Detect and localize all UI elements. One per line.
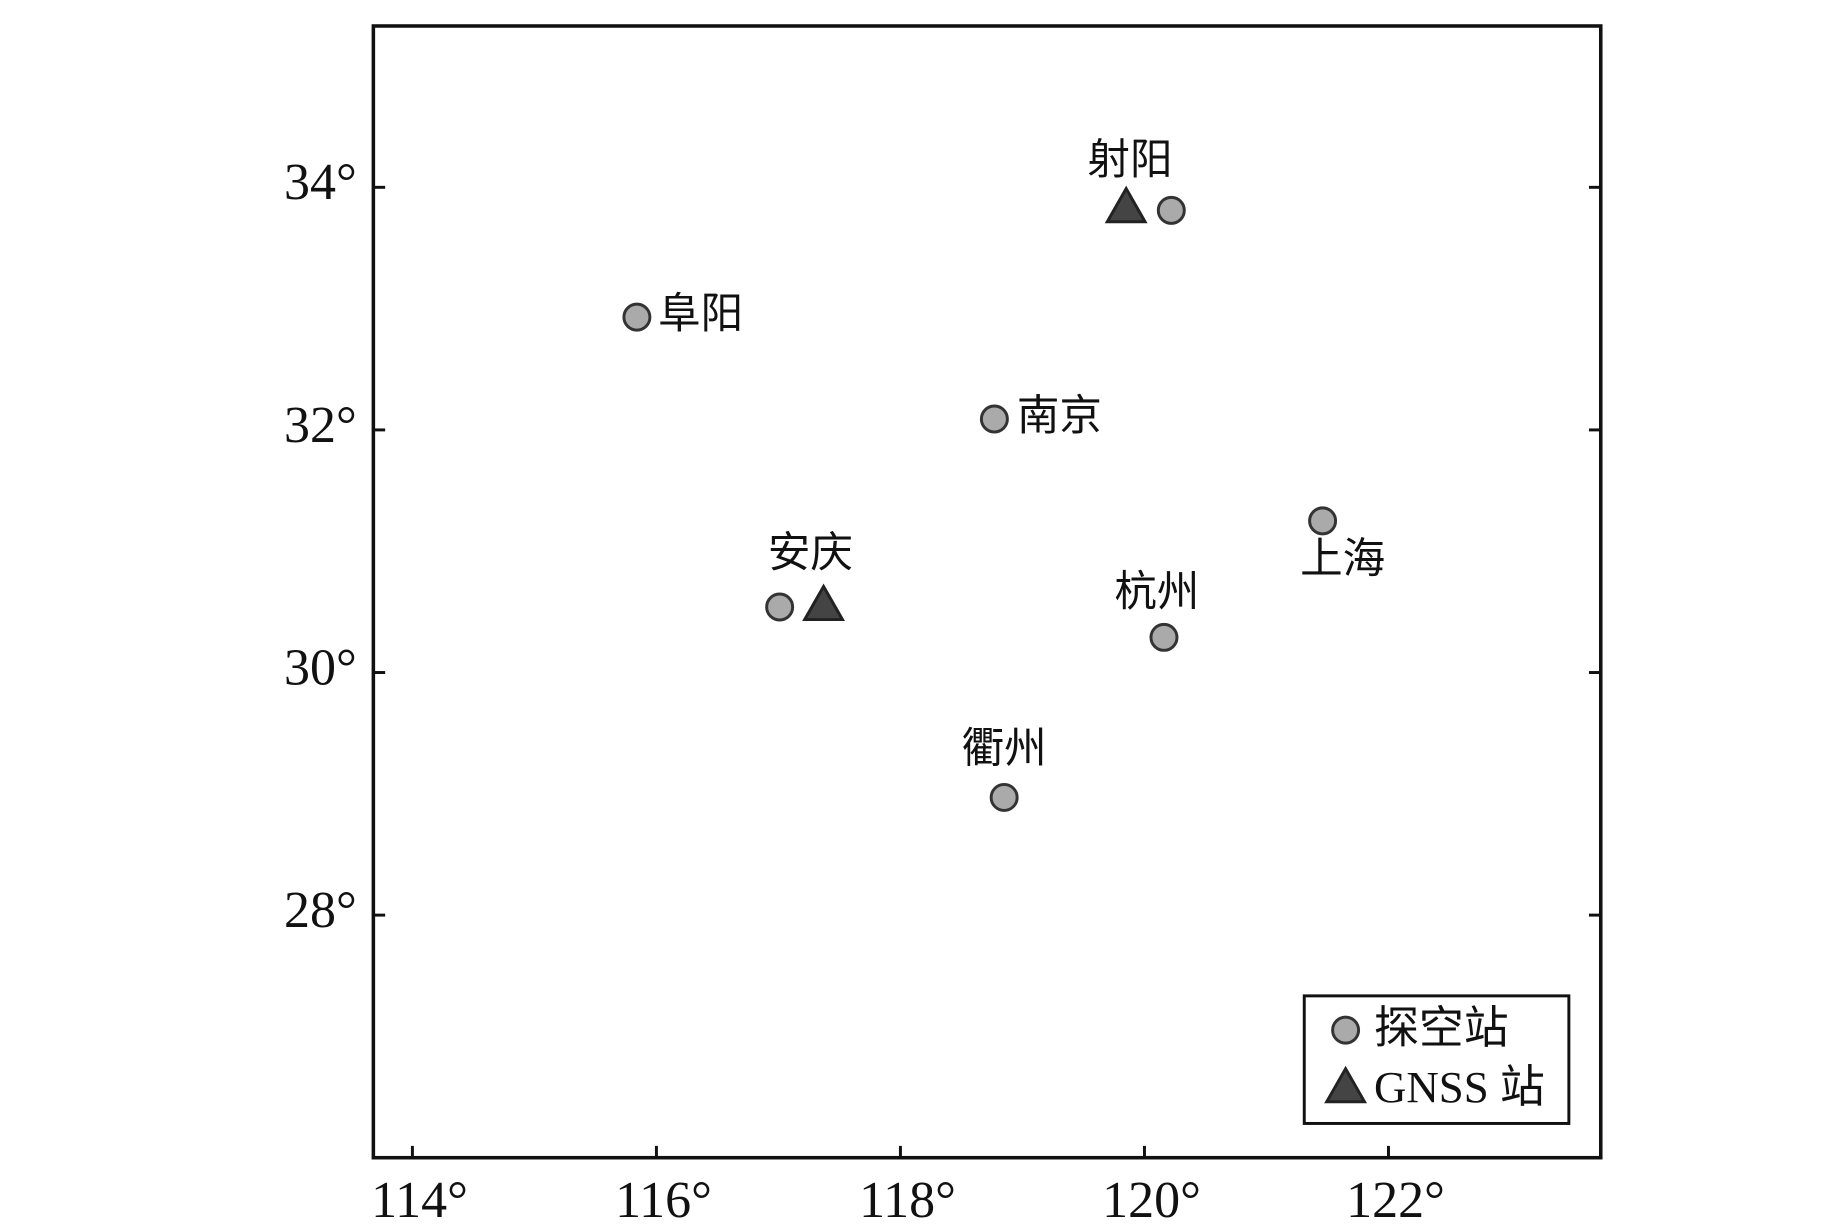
x-tick-label: 120° <box>1102 1172 1201 1228</box>
station-circle <box>979 404 1009 434</box>
station-triangle <box>802 583 846 622</box>
station-circle <box>1156 195 1186 225</box>
station-label: 射阳 <box>1087 137 1172 184</box>
x-tick-label: 118° <box>859 1172 956 1228</box>
legend-label: GNSS 站 <box>1374 1062 1545 1112</box>
station-circle <box>765 592 795 622</box>
station-label: 衢州 <box>962 725 1047 772</box>
station-circle <box>1308 506 1338 536</box>
station-circle <box>622 302 652 332</box>
y-tick-label: 34° <box>284 154 357 211</box>
legend-marker <box>1331 1015 1361 1045</box>
y-tick-label: 32° <box>284 397 357 454</box>
x-tick-label: 116° <box>615 1172 712 1228</box>
y-tick-label: 30° <box>284 639 357 696</box>
station-triangle <box>1104 185 1148 224</box>
x-tick-label: 122° <box>1346 1172 1445 1228</box>
plot-frame <box>371 24 1603 1160</box>
y-tick-label: 28° <box>284 882 357 939</box>
legend-label: 探空站 <box>1374 1003 1509 1053</box>
x-tick-label: 114° <box>371 1172 468 1228</box>
station-label: 杭州 <box>1114 569 1199 616</box>
station-label: 安庆 <box>768 530 853 577</box>
legend-marker <box>1324 1065 1368 1104</box>
station-label: 阜阳 <box>658 291 743 338</box>
station-circle <box>989 782 1019 812</box>
station-label: 上海 <box>1300 536 1385 583</box>
station-label: 南京 <box>1017 393 1102 440</box>
station-circle <box>1149 622 1179 652</box>
